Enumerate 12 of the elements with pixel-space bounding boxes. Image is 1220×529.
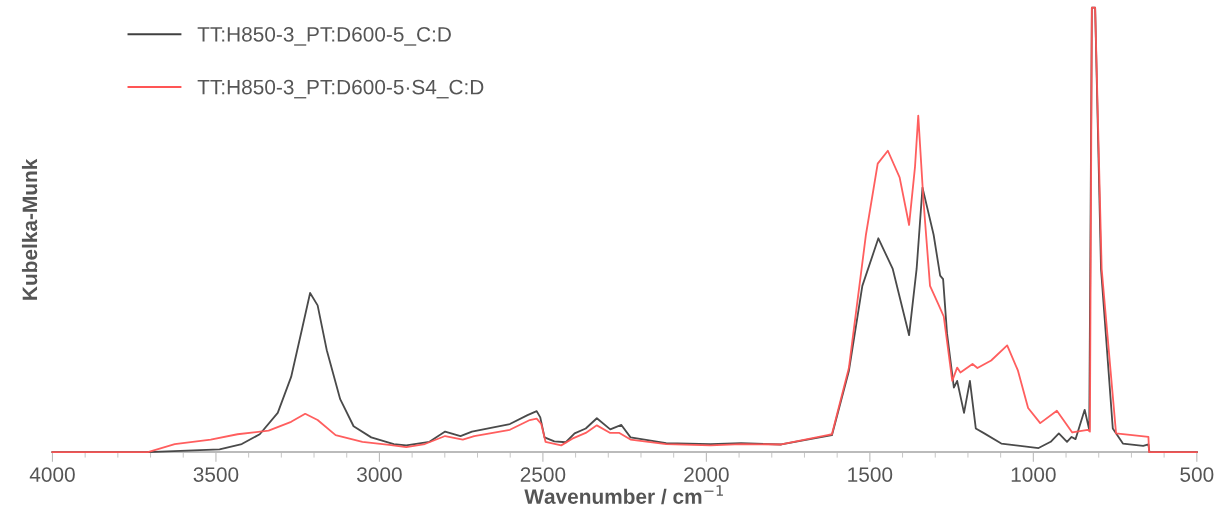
x-tick-label: 3000 — [357, 467, 402, 482]
x-axis-title: Wavenumber / cm$^{−1}$ — [524, 485, 723, 505]
x-tick-label: 2000 — [684, 467, 729, 482]
x-tick-label: 4000 — [29, 467, 75, 482]
x-tick-label: 3500 — [193, 467, 239, 482]
legend-label: TT:H850-3_PT:D600-5·S4_C:D — [197, 79, 484, 99]
x-tick-label: 2500 — [520, 467, 566, 482]
x-tick-label: 1500 — [848, 467, 893, 482]
x-tick-label: 500 — [1180, 467, 1214, 482]
legend-label: TT:H850-3_PT:D600-5_C:D — [197, 26, 451, 46]
x-tick-label: 1000 — [1011, 467, 1056, 482]
y-axis-title: Kubelka-Munk — [21, 158, 38, 300]
